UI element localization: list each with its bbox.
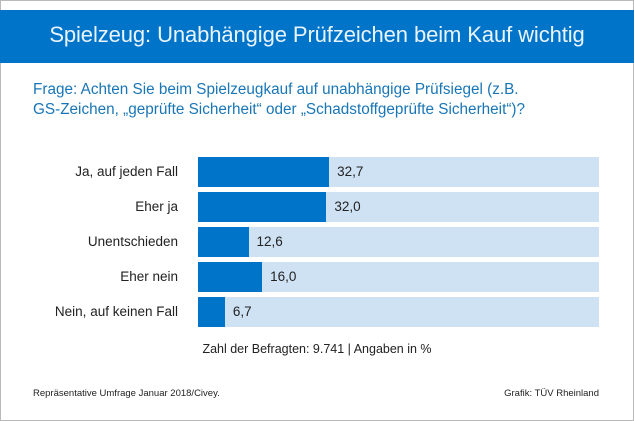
category-label: Nein, auf keinen Fall xyxy=(54,304,178,319)
question-line-2: GS-Zeichen, „geprüfte Sicherheit“ oder „… xyxy=(33,101,526,118)
bar-track: 32,0 xyxy=(198,192,599,222)
bar xyxy=(198,227,249,257)
chart-title: Spielzeug: Unabhängige Prüfzeichen beim … xyxy=(49,22,585,47)
bar-track: 12,6 xyxy=(198,227,599,257)
question-line-1: Frage: Achten Sie beim Spielzeugkauf auf… xyxy=(33,81,519,98)
category-label: Ja, auf jeden Fall xyxy=(75,164,178,179)
category-label: Eher nein xyxy=(120,269,178,284)
source-note: Repräsentative Umfrage Januar 2018/Civey… xyxy=(33,388,220,399)
bar-track: 32,7 xyxy=(198,157,599,187)
graphic-credit: Grafik: TÜV Rheinland xyxy=(504,388,599,399)
bar-track: 6,7 xyxy=(198,297,599,327)
value-label: 16,0 xyxy=(270,269,297,284)
value-label: 32,7 xyxy=(337,164,364,179)
bar xyxy=(198,192,327,222)
category-label: Eher ja xyxy=(135,199,178,214)
category-label: Unentschieden xyxy=(87,234,178,249)
value-label: 12,6 xyxy=(256,234,283,249)
value-label: 32,0 xyxy=(334,199,361,214)
sample-size-note: Zahl der Befragten: 9.741 | Angaben in % xyxy=(202,342,432,356)
bar-track: 16,0 xyxy=(198,262,599,292)
bar xyxy=(198,157,330,187)
header-banner: Spielzeug: Unabhängige Prüfzeichen beim … xyxy=(0,10,634,63)
bar xyxy=(198,297,225,327)
value-label: 6,7 xyxy=(232,304,252,319)
bar xyxy=(198,262,263,292)
survey-question: Frage: Achten Sie beim Spielzeugkauf auf… xyxy=(33,80,613,120)
